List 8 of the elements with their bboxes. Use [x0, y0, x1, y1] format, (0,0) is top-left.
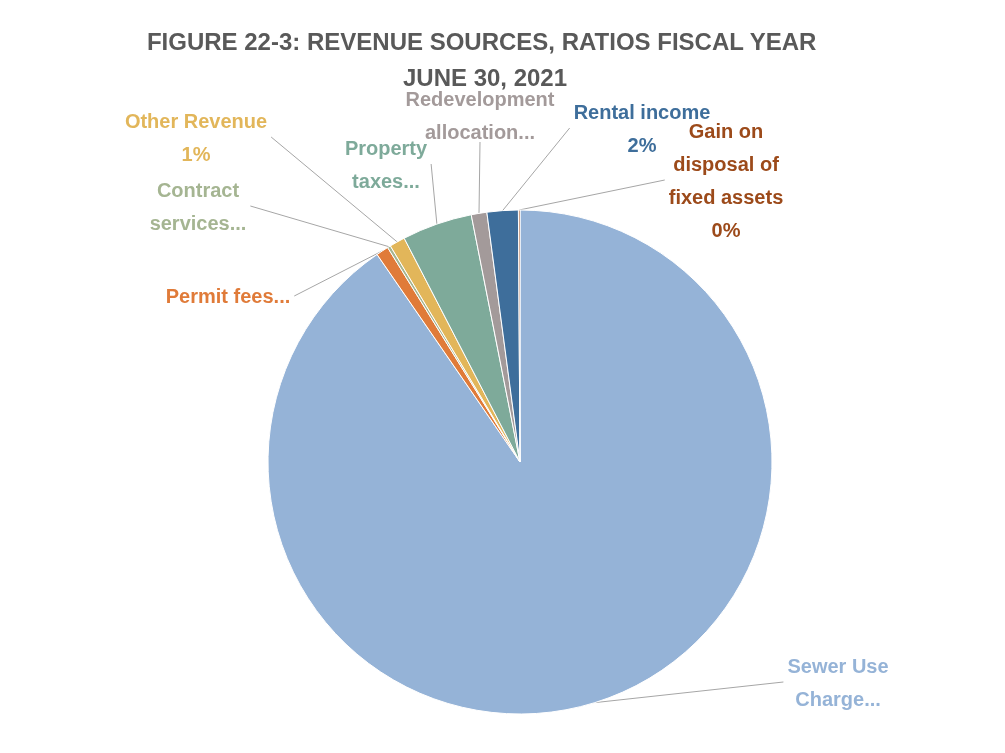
slice-label: Permit fees... [165, 285, 291, 307]
slice-label: Sewer Use Charge... [787, 654, 889, 710]
slice-label: Contract services... [149, 178, 247, 234]
data-label: 1% [181, 142, 211, 165]
slice-label: Other Revenue [124, 109, 268, 132]
data-label: 2% [627, 133, 657, 156]
data-label: 0% [711, 218, 741, 241]
chart-title: FIGURE 22-3: REVENUE SOURCES, RATIOS FISCAL YEAR JUNE 30, 2021 [146, 27, 824, 91]
